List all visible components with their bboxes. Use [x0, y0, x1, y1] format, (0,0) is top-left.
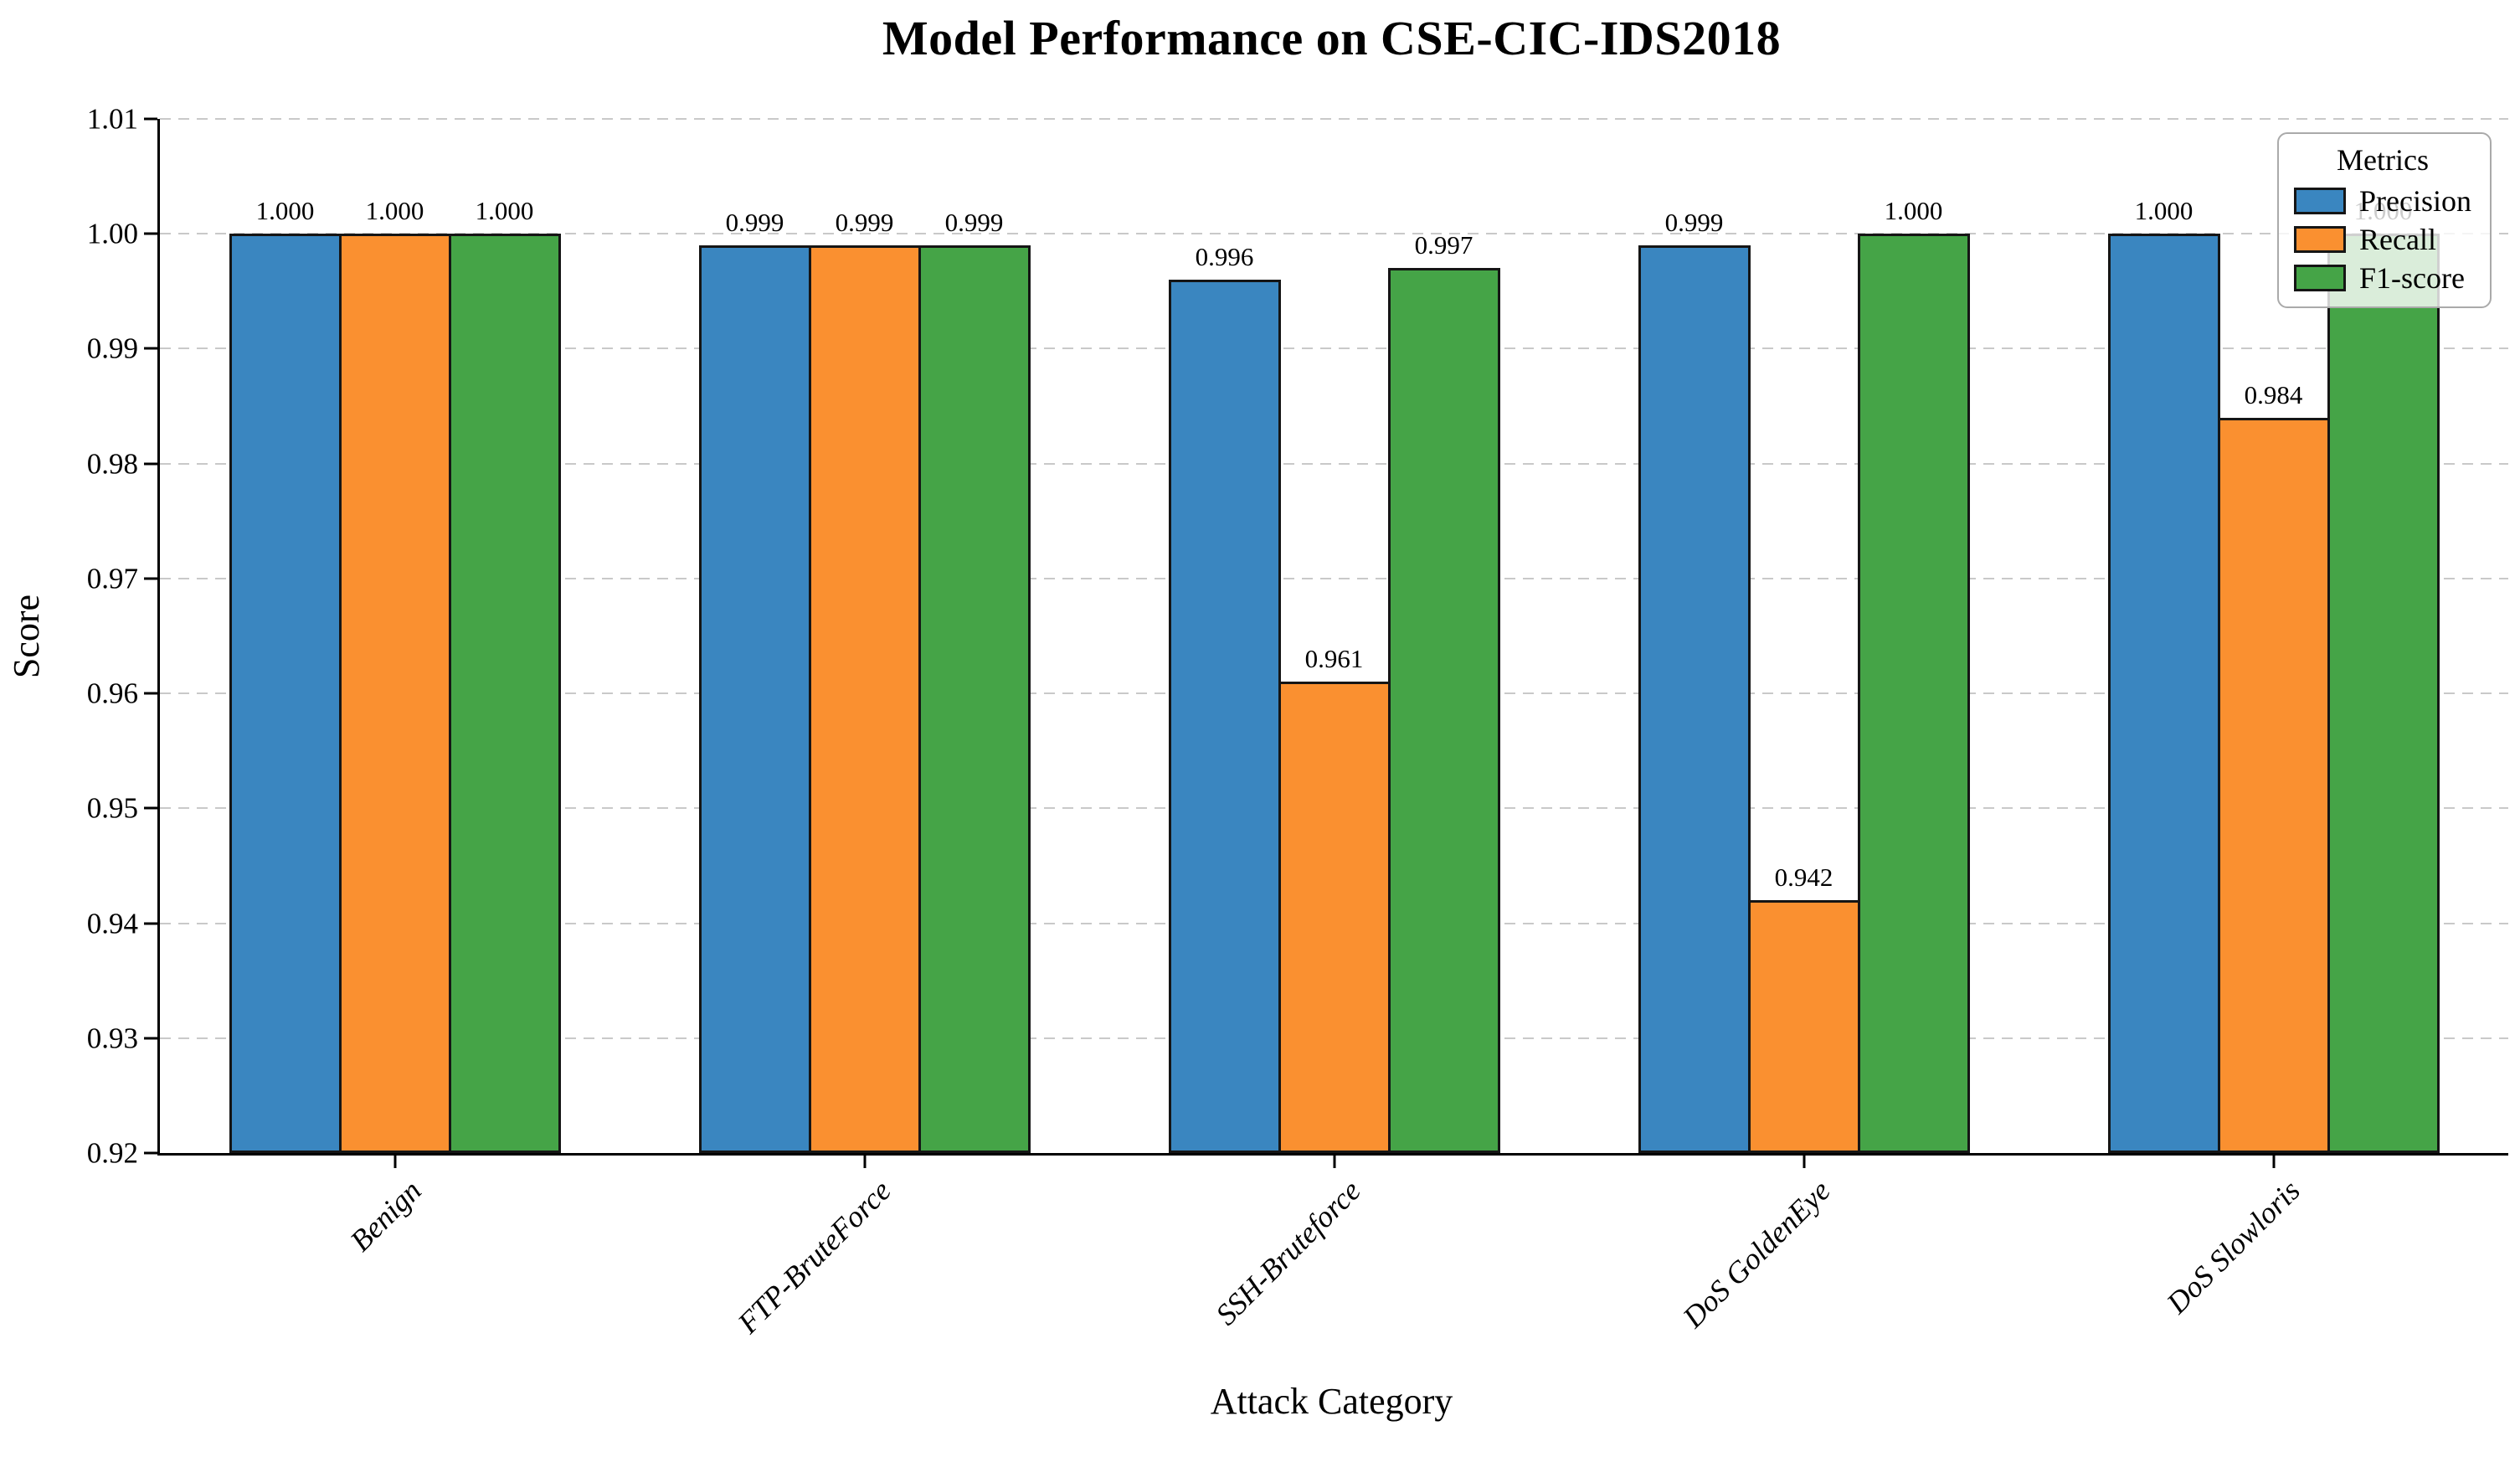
plot-area: 1.01 1.00 0.99 0.98 0.97 0.96 0.95 0.94 0.93 0.92… — [87, 105, 2508, 1340]
legend-label-f1score: F1-score — [2359, 261, 2465, 295]
y-tick-mark — [144, 232, 157, 235]
legend-title: Metrics — [2337, 143, 2429, 177]
y-tick-label: 0.93 — [86, 1022, 138, 1055]
bar-group: 0.999 0.942 1.000 — [1569, 119, 2039, 1153]
bar-value-label: 0.999 — [944, 207, 1004, 237]
recall-bar: 0.961 — [1278, 644, 1391, 1153]
gridline — [160, 233, 2508, 235]
f1-score-bar: 1.000 — [448, 196, 561, 1153]
bar-value-label: 0.999 — [835, 207, 894, 237]
legend-label-precision: Precision — [2359, 184, 2471, 218]
y-tick-mark — [144, 922, 157, 925]
precision-bar: 1.000 — [2107, 196, 2220, 1153]
y-tick-label: 0.94 — [86, 907, 138, 940]
f1-score-bar: 0.999 — [918, 208, 1031, 1153]
bar-value-label: 1.000 — [475, 196, 534, 226]
f1-score-swatch-icon — [2294, 265, 2347, 291]
y-tick-label: 0.92 — [86, 1136, 138, 1170]
x-tick-mark — [1333, 1156, 1335, 1168]
legend-item-recall: Recall — [2294, 224, 2471, 255]
precision-bar: 1.000 — [229, 196, 342, 1153]
gridline — [160, 118, 2508, 120]
y-tick-label: 1.00 — [86, 217, 138, 250]
y-tick-mark — [144, 347, 157, 350]
y-tick-label: 0.96 — [86, 677, 138, 710]
bar-value-label: 0.984 — [2244, 379, 2303, 409]
bar-value-label: 1.000 — [2134, 196, 2193, 226]
gridline — [160, 347, 2508, 350]
x-tick-mark — [863, 1156, 866, 1168]
bar-group: 1.000 1.000 1.000 — [160, 119, 630, 1153]
y-tick-mark — [144, 462, 157, 466]
bars-layer: 1.000 1.000 1.000 0.999 0.999 0.999 0.996 0.961… — [160, 119, 2508, 1153]
precision-bar: 0.999 — [1638, 208, 1751, 1153]
recall-bar: 0.999 — [808, 208, 921, 1153]
y-tick-mark — [144, 117, 157, 121]
legend: Metrics Precision Recall F1-score — [2277, 132, 2492, 308]
f1-score-bar: 1.000 — [2327, 196, 2440, 1153]
bar-group: 0.999 0.999 0.999 — [630, 119, 1099, 1153]
bar-value-label: 0.996 — [1195, 242, 1254, 272]
y-tick-label: 0.97 — [86, 562, 138, 595]
precision-swatch-icon — [2294, 188, 2347, 214]
legend-item-f1score: F1-score — [2294, 263, 2471, 293]
bar-group: 0.996 0.961 0.997 — [1099, 119, 1569, 1153]
y-tick-label: 0.98 — [86, 447, 138, 481]
y-tick-mark — [144, 806, 157, 810]
recall-swatch-icon — [2294, 226, 2347, 253]
x-axis-label: Attack Category — [1210, 1381, 1453, 1422]
bar-value-label: 1.000 — [1884, 196, 1943, 226]
y-tick-mark — [144, 1151, 157, 1155]
y-tick-mark — [144, 577, 157, 580]
y-tick-label: 0.95 — [86, 791, 138, 825]
chart-title: Model Performance on CSE-CIC-IDS2018 — [882, 11, 1782, 65]
precision-bar: 0.996 — [1168, 242, 1281, 1153]
bar-value-label: 0.999 — [1664, 207, 1724, 237]
recall-bar: 0.942 — [1747, 862, 1860, 1153]
precision-bar: 0.999 — [698, 208, 811, 1153]
f1-score-bar: 0.997 — [1387, 230, 1500, 1153]
bar-value-label: 1.000 — [255, 196, 315, 226]
legend-item-precision: Precision — [2294, 186, 2471, 216]
bar-value-label: 0.999 — [725, 207, 784, 237]
bar-group: 1.000 0.984 1.000 — [2039, 119, 2508, 1153]
y-tick-mark — [144, 1037, 157, 1040]
gridline — [160, 577, 2508, 579]
bar-value-label: 1.000 — [365, 196, 424, 226]
bar-value-label: 0.942 — [1774, 862, 1833, 893]
x-tick-mark — [2272, 1156, 2275, 1168]
y-tick-mark — [144, 692, 157, 695]
recall-bar: 0.984 — [2217, 380, 2330, 1153]
y-tick-label: 1.01 — [86, 102, 138, 136]
bar-value-label: 0.997 — [1414, 230, 1473, 260]
recall-bar: 1.000 — [338, 196, 451, 1153]
x-tick-mark — [393, 1156, 396, 1168]
y-tick-label: 0.99 — [86, 332, 138, 365]
x-tick-mark — [1803, 1156, 1805, 1168]
gridline — [160, 462, 2508, 465]
legend-label-recall: Recall — [2359, 223, 2436, 256]
y-axis-label: Score — [6, 594, 47, 679]
f1-score-bar: 1.000 — [1857, 196, 1970, 1153]
bar-value-label: 0.961 — [1304, 644, 1364, 674]
